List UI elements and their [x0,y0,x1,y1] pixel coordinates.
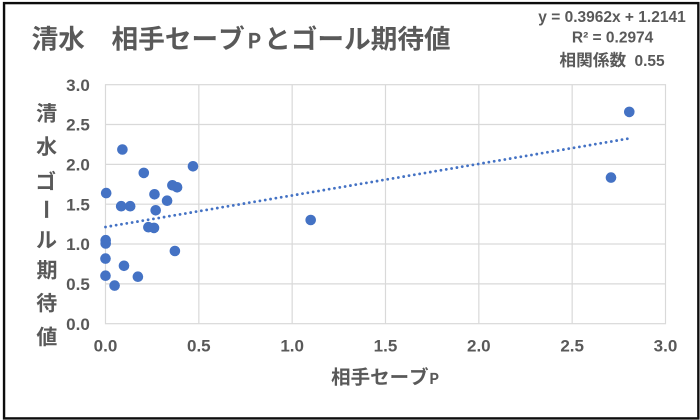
svg-text:1.5: 1.5 [66,195,90,214]
svg-text:0.5: 0.5 [187,337,211,356]
svg-text:3.0: 3.0 [66,76,90,95]
svg-text:1.0: 1.0 [66,235,90,254]
svg-text:y = 0.3962x + 1.2141: y = 0.3962x + 1.2141 [538,9,686,26]
svg-text:1.5: 1.5 [374,337,398,356]
svg-text:2.5: 2.5 [66,116,90,135]
svg-text:3.0: 3.0 [654,337,678,356]
svg-text:2.5: 2.5 [560,337,584,356]
svg-text:1.0: 1.0 [280,337,304,356]
svg-text:0.55: 0.55 [635,53,666,70]
svg-text:0.0: 0.0 [94,337,118,356]
svg-text:0.0: 0.0 [66,315,90,334]
svg-text:0.5: 0.5 [66,275,90,294]
svg-text:R² = 0.2974: R² = 0.2974 [572,29,654,46]
svg-text:2.0: 2.0 [467,337,491,356]
svg-text:2.0: 2.0 [66,156,90,175]
